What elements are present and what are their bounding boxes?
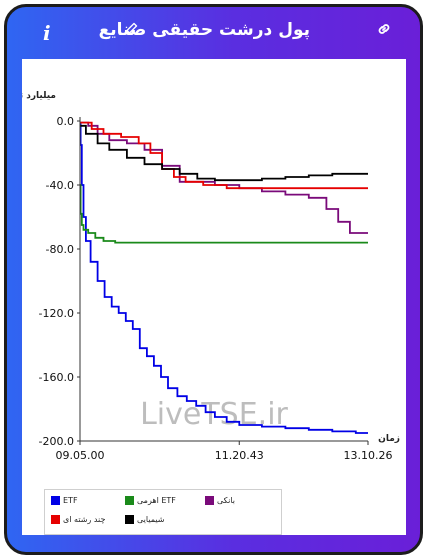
x-tick-label: 13.10.26 [344, 449, 393, 462]
y-tick-label: -80.0 [46, 243, 74, 256]
info-icon[interactable]: i [43, 21, 51, 45]
pencil-icon[interactable] [124, 21, 138, 40]
legend-item-multi-industry: چند رشته ای [63, 515, 106, 524]
series-line-etf [79, 123, 368, 434]
y-tick-label: -120.0 [39, 307, 74, 320]
link-icon[interactable] [376, 21, 392, 41]
y-axis-label: میلیارد تومان [22, 91, 56, 101]
series-line-multi-industry [80, 121, 368, 190]
legend-item-chemical: شیمیایی [137, 515, 165, 524]
header: i پول درشت حقیقی صنایع [7, 7, 420, 57]
chart-panel: میلیارد تومان زمان LiveTSE.ir 0.0-40.0-8… [7, 59, 406, 535]
legend-item-etf-leveraged: ETF اهرمی [137, 496, 176, 505]
legend: ETF ETF اهرمی بانکی چند رشته ای شیمیایی [44, 489, 282, 535]
series-line-bank [80, 121, 368, 234]
app-frame: i پول درشت حقیقی صنایع میلیارد تومان زما… [4, 4, 423, 555]
legend-swatch-bank [205, 496, 214, 505]
legend-swatch-etf-leveraged [125, 496, 134, 505]
y-tick-label: -160.0 [39, 371, 74, 384]
y-tick-label: -40.0 [46, 179, 74, 192]
x-tick-label: 09.05.00 [56, 449, 105, 462]
x-axis-label: زمان [378, 434, 400, 444]
y-tick-label: -200.0 [39, 435, 74, 448]
legend-swatch-etf [51, 496, 60, 505]
legend-swatch-multi-industry [51, 515, 60, 524]
line-chart: میلیارد تومان زمان LiveTSE.ir 0.0-40.0-8… [7, 91, 400, 462]
legend-item-etf: ETF [63, 496, 78, 505]
series-line-etf-leveraged [79, 184, 368, 244]
legend-swatch-chemical [125, 515, 134, 524]
page-title: پول درشت حقیقی صنایع [98, 20, 310, 40]
legend-item-bank: بانکی [217, 496, 235, 505]
x-tick-label: 11.20.43 [215, 449, 264, 462]
y-tick-label: 0.0 [57, 115, 75, 128]
series-line-chemical [80, 124, 368, 182]
